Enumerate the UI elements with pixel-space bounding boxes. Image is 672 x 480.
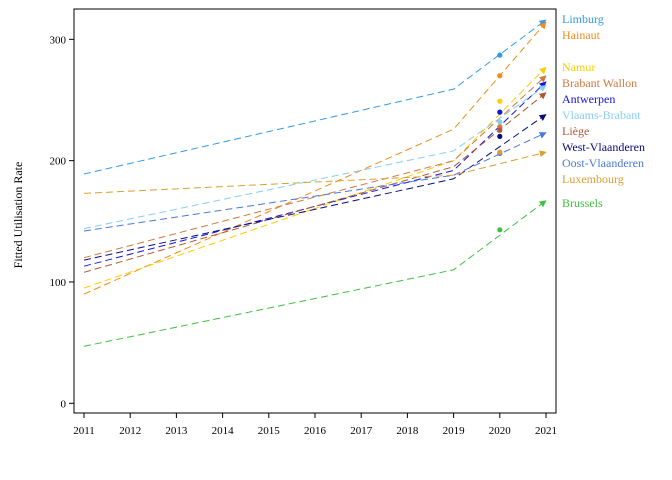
observed-point-brabant-wallon	[497, 124, 503, 130]
x-tick-label-2020: 2020	[489, 425, 512, 437]
x-tick-label-2011: 2011	[73, 425, 95, 437]
legend-entry-brussels: Brussels	[562, 196, 603, 210]
series-line-luxembourg	[83, 150, 547, 194]
observed-point-namur	[497, 98, 503, 104]
legend: Limburg Hainaut Namur Brabant Wallon Antwerp…	[562, 12, 645, 210]
observed-points	[497, 52, 503, 233]
legend-entry-oost-vlaanderen: Oost-Vlaanderen	[562, 156, 644, 170]
y-tick-label-100: 100	[50, 277, 67, 289]
series-line-hainaut	[83, 21, 547, 295]
y-tick-label-300: 300	[50, 34, 67, 46]
y-tick-label-0: 0	[61, 398, 67, 410]
legend-entry-namur: Namur	[562, 60, 595, 74]
legend-entry-brabant-wallon: Brabant Wallon	[562, 76, 637, 90]
observed-point-luxembourg	[497, 149, 503, 155]
plot-area-frame	[73, 8, 557, 414]
legend-entry-limburg: Limburg	[562, 12, 604, 26]
x-tick-label-2021: 2021	[535, 425, 557, 437]
legend-entry-antwerpen: Antwerpen	[562, 92, 615, 106]
observed-point-limburg	[497, 52, 503, 58]
observed-point-vlaams-brabant	[497, 119, 503, 125]
series-line-brussels	[83, 200, 547, 347]
observed-point-brussels	[497, 227, 503, 233]
x-tick-label-2019: 2019	[443, 425, 466, 437]
legend-entry-luxembourg: Luxembourg	[562, 172, 624, 186]
series-lines	[83, 19, 547, 347]
legend-entry-west-vlaanderen: West-Vlaanderen	[562, 140, 645, 154]
x-tick-label-2017: 2017	[350, 425, 373, 437]
y-axis-title: Fitted Utilisation Rate	[11, 162, 25, 269]
x-tick-label-2013: 2013	[165, 425, 188, 437]
series-line-li-ge	[83, 92, 547, 273]
series-line-antwerpen	[83, 81, 547, 267]
legend-entry-vlaams-brabant: Vlaams-Brabant	[562, 108, 641, 122]
legend-entry-hainaut: Hainaut	[562, 28, 601, 42]
x-tick-label-2016: 2016	[304, 425, 327, 437]
x-tick-label-2018: 2018	[396, 425, 419, 437]
series-line-brabant-wallon	[83, 75, 547, 259]
x-axis: 2011 2012 2013 2014 2015 2016 2017 2018 2019 2020…	[73, 413, 557, 437]
series-line-west-vlaanderen	[83, 114, 547, 261]
series-line-oost-vlaanderen	[83, 132, 547, 232]
y-axis: 0 100 200 300	[50, 34, 74, 410]
series-line-limburg	[83, 19, 547, 175]
series-line-vlaams-brabant	[83, 84, 547, 230]
legend-entry-li-ge: Liège	[562, 124, 589, 138]
observed-point-hainaut	[497, 73, 503, 79]
x-tick-label-2012: 2012	[119, 425, 141, 437]
observed-point-antwerpen	[497, 109, 503, 115]
series-line-namur	[83, 66, 547, 289]
observed-point-west-vlaanderen	[497, 133, 503, 139]
x-tick-label-2014: 2014	[212, 425, 235, 437]
y-tick-label-200: 200	[50, 156, 67, 168]
observed-point-li-ge	[497, 127, 503, 133]
x-tick-label-2015: 2015	[258, 425, 281, 437]
